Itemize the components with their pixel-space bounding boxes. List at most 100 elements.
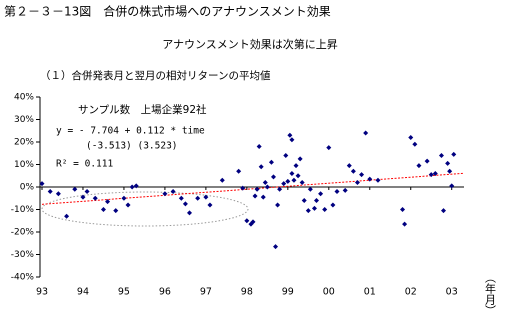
point (133, 183, 139, 189)
point (299, 180, 305, 185)
y-tick-label: 40% (14, 93, 34, 103)
point (301, 198, 307, 203)
x-axis-label: （年月） (484, 272, 497, 316)
point (100, 207, 106, 212)
point (289, 137, 295, 143)
point (307, 186, 313, 192)
subtitle: アナウンスメント効果は次第に上昇 (162, 37, 338, 51)
point (451, 151, 457, 157)
x-tick-label: 01 (364, 287, 376, 298)
point (326, 145, 332, 151)
point (270, 174, 276, 180)
point (424, 158, 430, 164)
point (408, 135, 414, 140)
point (354, 180, 360, 185)
y-tick-label: 30% (14, 115, 34, 125)
point (285, 178, 291, 184)
point (447, 168, 453, 174)
point (84, 189, 90, 194)
x-tick-label: 98 (241, 287, 253, 298)
chart-title: （１）合併発表月と翌月の相対リターンの平均値 (40, 69, 271, 82)
annotation: R² = 0.111 (56, 159, 113, 170)
point (186, 210, 192, 216)
annotation: サンプル数 上場企業92社 (78, 103, 207, 116)
point (297, 156, 303, 162)
point (129, 184, 135, 190)
point (47, 189, 53, 194)
point (359, 172, 365, 178)
point (346, 163, 352, 169)
point (305, 208, 311, 214)
y-tick-label: 10% (14, 160, 34, 170)
point (375, 177, 381, 183)
point (162, 191, 168, 197)
point (367, 176, 373, 182)
y-tick-label: 20% (14, 138, 34, 148)
point (311, 205, 317, 211)
point (55, 191, 61, 197)
point (273, 244, 279, 250)
point (64, 213, 70, 219)
point (400, 207, 406, 212)
point (236, 168, 242, 174)
point (283, 153, 289, 158)
point (363, 130, 369, 136)
point (268, 159, 274, 165)
point (318, 191, 324, 197)
y-tick-label: -10% (11, 205, 35, 215)
point (314, 198, 320, 203)
point (428, 172, 434, 178)
x-tick-label: 97 (200, 287, 212, 298)
point (219, 177, 225, 183)
y-tick-label: -20% (11, 228, 35, 238)
trend-line (41, 172, 465, 205)
x-tick-label: 00 (323, 287, 335, 298)
point (412, 141, 418, 147)
point (402, 221, 408, 227)
point (178, 195, 184, 201)
point (254, 186, 260, 192)
point (113, 208, 119, 214)
point (92, 195, 98, 201)
x-tick-label: 03 (446, 287, 458, 298)
y-tick-label: -40% (11, 273, 35, 283)
point (295, 173, 301, 179)
point (416, 163, 422, 169)
point (250, 219, 256, 225)
point (330, 202, 336, 208)
point (258, 164, 264, 170)
point (207, 202, 213, 208)
x-tick-label: 96 (159, 287, 171, 298)
point (182, 201, 188, 207)
point (72, 186, 78, 192)
highlight-ellipse (41, 191, 249, 227)
point (277, 186, 283, 192)
point (291, 177, 297, 183)
x-tick-label: 94 (77, 287, 89, 298)
point (293, 163, 299, 169)
y-tick-label: -30% (11, 250, 35, 260)
point (39, 181, 45, 187)
point (244, 218, 250, 224)
annotation: y = - 7.704 + 0.112 * time (56, 126, 205, 137)
point (121, 195, 127, 201)
point (170, 189, 176, 194)
point (445, 160, 451, 166)
point (275, 202, 281, 208)
point (252, 193, 258, 199)
point (281, 181, 287, 187)
point (441, 208, 447, 214)
point (438, 153, 444, 158)
x-tick-label: 95 (118, 287, 130, 298)
point (262, 180, 268, 185)
x-tick-label: 93 (36, 287, 48, 298)
point (322, 207, 328, 212)
point (105, 199, 111, 205)
point (334, 189, 340, 194)
point (350, 168, 356, 174)
point (195, 195, 201, 201)
point (80, 194, 86, 200)
annotation: (-3.513) (3.523) (86, 141, 178, 152)
point (260, 194, 266, 200)
x-tick-label: 99 (282, 287, 294, 298)
